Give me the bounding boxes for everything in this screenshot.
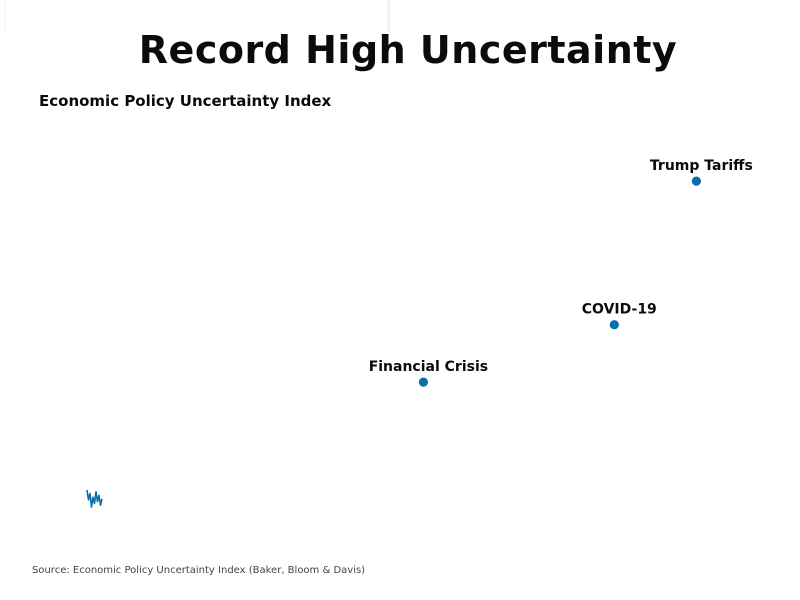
series-line bbox=[86, 489, 103, 508]
chart-subtitle: Economic Policy Uncertainty Index bbox=[39, 92, 332, 110]
chart-source: Source: Economic Policy Uncertainty Inde… bbox=[32, 565, 366, 576]
data-label-1: Financial Crisis bbox=[369, 359, 488, 375]
data-label-2: COVID-19 bbox=[582, 302, 657, 318]
data-label-3: Trump Tariffs bbox=[650, 158, 753, 174]
top-strip-divider bbox=[388, 0, 390, 32]
top-strip bbox=[4, 0, 388, 32]
data-point-3 bbox=[691, 176, 702, 186]
data-point-2 bbox=[609, 320, 619, 330]
data-point-1 bbox=[418, 377, 428, 387]
chart-title: Record High Uncertainty bbox=[138, 28, 678, 72]
